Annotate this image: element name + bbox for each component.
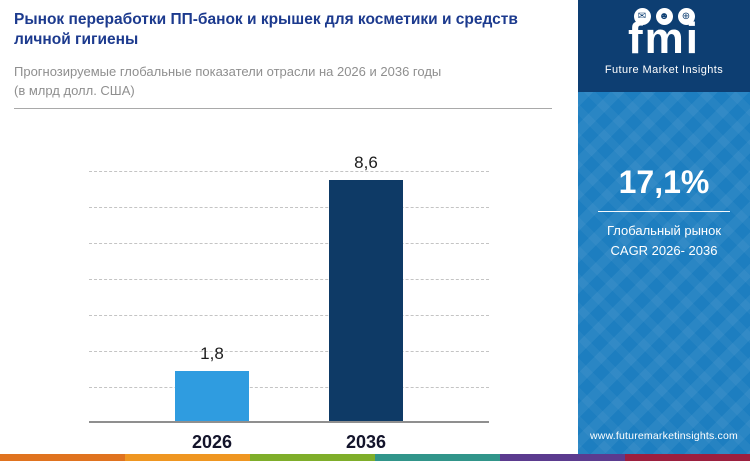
footer-strip <box>0 454 750 461</box>
cagr-label: Глобальный рынок CAGR 2026- 2036 <box>578 221 750 261</box>
bar-group-2026: 1,8 <box>175 344 249 421</box>
footer-strip-segment <box>375 454 500 461</box>
gridline <box>89 170 489 172</box>
logo-icons-row: ✉ ☻ ⊕ <box>633 8 695 25</box>
chart-panel: Рынок переработки ПП-банок и крышек для … <box>14 11 559 453</box>
footer-strip-segment <box>500 454 625 461</box>
cagr-value: 17,1% <box>618 164 710 200</box>
chart-subtitle: Прогнозируемые глобальные показатели отр… <box>14 62 559 101</box>
cagr-label-line2: CAGR 2026- 2036 <box>610 243 718 259</box>
x-axis-label-2026: 2026 <box>191 431 233 452</box>
cagr-divider <box>598 211 730 212</box>
x-axis-label-2036: 2036 <box>345 431 387 452</box>
person-icon: ☻ <box>655 8 673 25</box>
gridline <box>89 350 489 352</box>
bars-container: 1,8 8,6 <box>89 153 489 421</box>
bar-chart-plot: 1,8 8,6 <box>89 153 489 423</box>
bar-group-2036: 8,6 <box>329 153 403 421</box>
x-axis-labels: 2026 2036 <box>89 432 489 453</box>
website-link[interactable]: www.futuremarketinsights.com <box>590 430 738 442</box>
fmi-logo-caption: Future Market Insights <box>604 64 724 76</box>
chat-envelope-icon: ✉ <box>633 8 651 25</box>
bar-2026 <box>175 370 249 421</box>
chart-subtitle-line2: (в млрд долл. США) <box>14 83 135 99</box>
globe-icon: ⊕ <box>677 8 695 25</box>
page-title: Рынок переработки ПП-банок и крышек для … <box>14 11 518 49</box>
header-divider <box>14 107 552 109</box>
brand-sidebar: ✉ ☻ ⊕ fmi Future Market Insights 17,1% Г… <box>578 0 750 454</box>
brand-logo-block: ✉ ☻ ⊕ fmi Future Market Insights <box>578 0 750 92</box>
gridlines <box>89 170 489 421</box>
bar-2036 <box>329 179 403 421</box>
footer-strip-segment <box>0 454 125 461</box>
bar-value-label-2026: 1,8 <box>200 343 224 363</box>
gridline <box>89 206 489 208</box>
footer-strip-segment <box>625 454 750 461</box>
gridline <box>89 242 489 244</box>
footer-strip-segment <box>125 454 250 461</box>
gridline <box>89 386 489 388</box>
chart-subtitle-line1: Прогнозируемые глобальные показатели отр… <box>14 63 442 79</box>
gridline <box>89 314 489 316</box>
gridline <box>89 278 489 280</box>
cagr-label-line1: Глобальный рынок <box>606 223 722 238</box>
footer-strip-segment <box>250 454 375 461</box>
bar-value-label-2036: 8,6 <box>354 152 378 172</box>
